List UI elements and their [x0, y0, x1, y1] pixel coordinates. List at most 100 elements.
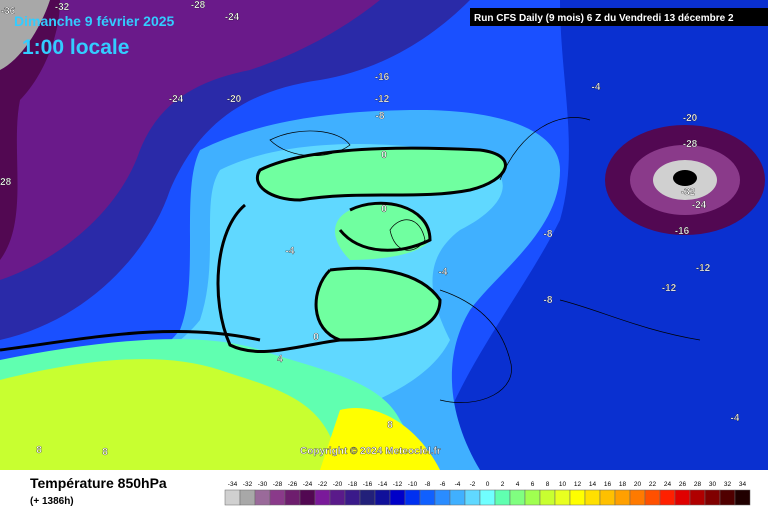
- contour-label: -8: [544, 295, 553, 306]
- color-scale: -34 -32 -30 -28 -26 -24 -22 -20 -18 -16 -14 -12 -10-…: [224, 481, 751, 506]
- warm-region: [0, 359, 340, 470]
- scale-label: 8: [546, 481, 550, 488]
- scale-swatch: [449, 489, 466, 506]
- contour-label: -20: [683, 113, 698, 124]
- scale-label: 12: [574, 481, 582, 488]
- scale-swatch: [374, 489, 391, 506]
- scale-label: 34: [739, 481, 747, 488]
- scale-label: 2: [501, 481, 505, 488]
- scale-swatch: [224, 489, 241, 506]
- scale-label: 0: [486, 481, 490, 488]
- scale-label: -28: [273, 481, 283, 488]
- contour-label: 4: [277, 354, 283, 365]
- contour-label: -16: [675, 226, 690, 237]
- forecast-time: 1:00 locale: [22, 36, 129, 59]
- scale-label: -2: [470, 481, 476, 488]
- contour-label: -16: [375, 72, 390, 83]
- contour-label: -4: [439, 267, 448, 278]
- contour-label: -4: [592, 82, 601, 93]
- legend-title: Température 850hPa: [30, 475, 167, 491]
- scale-swatch: [359, 489, 376, 506]
- contour-label: -12: [696, 263, 711, 274]
- copyright: Copyright © 2024 Meteociel.fr: [300, 446, 441, 457]
- hot-region: [320, 408, 440, 470]
- scale-swatch: [254, 489, 271, 506]
- low-core: [673, 170, 697, 186]
- scale-swatch: [569, 489, 586, 506]
- scale-swatch: [614, 489, 631, 506]
- scale-swatch: [599, 489, 616, 506]
- east-cold: [430, 0, 768, 470]
- scale-swatch: [299, 489, 316, 506]
- contour-label: -28: [0, 177, 12, 188]
- contour-label: -20: [227, 94, 242, 105]
- scale-label: 18: [619, 481, 627, 488]
- scale-swatch: [464, 489, 481, 506]
- scale-swatch: [539, 489, 556, 506]
- scale-label: -34: [228, 481, 238, 488]
- scale-swatch: [704, 489, 721, 506]
- contour-label: -32: [55, 2, 70, 13]
- contours: [0, 146, 507, 353]
- scale-label: -20: [333, 481, 343, 488]
- contour-label: -12: [375, 94, 390, 105]
- scale-swatch: [719, 489, 736, 506]
- scale-label: -6: [440, 481, 446, 488]
- scale-label: 32: [724, 481, 732, 488]
- contour-label: 8: [102, 447, 108, 458]
- contour-label: -8: [376, 111, 385, 122]
- run-info: Run CFS Daily (9 mois) 6 Z du Vendredi 1…: [474, 13, 734, 24]
- scale-swatch: [509, 489, 526, 506]
- contour-label: -32: [681, 187, 696, 198]
- scale-swatch: [284, 489, 301, 506]
- scale-swatch: [734, 489, 751, 506]
- scale-label: 16: [604, 481, 612, 488]
- scale-label: 4: [516, 481, 520, 488]
- scale-swatch: [434, 489, 451, 506]
- cold-region: [0, 0, 380, 280]
- scale-swatch: [524, 489, 541, 506]
- contour-label: -24: [692, 200, 707, 211]
- scale-label: 28: [694, 481, 702, 488]
- scale-swatch: [239, 489, 256, 506]
- scale-swatch: [419, 489, 436, 506]
- contour-label: 0: [381, 204, 387, 215]
- scale-swatch: [389, 489, 406, 506]
- contour-label: -12: [662, 283, 677, 294]
- scale-swatch: [644, 489, 661, 506]
- contour-label: -4: [731, 413, 740, 424]
- forecast-date: Dimanche 9 février 2025: [14, 13, 175, 29]
- contour-label: 0: [313, 332, 319, 343]
- scale-label: -4: [455, 481, 461, 488]
- scale-label: -32: [243, 481, 253, 488]
- scale-swatch: [314, 489, 331, 506]
- scale-swatch: [269, 489, 286, 506]
- scale-label: 24: [664, 481, 672, 488]
- scale-label: -26: [288, 481, 298, 488]
- contour-label: 8: [387, 420, 393, 431]
- contour-label: 0: [381, 150, 387, 161]
- contour-label: -24: [169, 94, 184, 105]
- scale-swatch: [329, 489, 346, 506]
- scale-swatch: [479, 489, 496, 506]
- coastlines: [269, 117, 701, 403]
- scale-label: -22: [318, 481, 328, 488]
- contour-label: 8: [36, 445, 42, 456]
- run-banner: [470, 8, 768, 26]
- map: -36 -32 -28 -24 -24 -20 -16 -12 -8 -4 -20 -28 -32 -24…: [0, 0, 768, 470]
- scale-label: 14: [589, 481, 597, 488]
- scale-swatch: [674, 489, 691, 506]
- scale-swatch: [584, 489, 601, 506]
- scale-swatch: [404, 489, 421, 506]
- contour-label: -24: [225, 12, 240, 23]
- contour-label: -36: [1, 6, 16, 17]
- scale-label: 22: [649, 481, 657, 488]
- scale-swatch: [554, 489, 571, 506]
- scale-label: -16: [363, 481, 373, 488]
- scale-label: -8: [425, 481, 431, 488]
- scale-label: 26: [679, 481, 687, 488]
- contour-label: -8: [544, 229, 553, 240]
- scale-label: 6: [531, 481, 535, 488]
- scale-label: -10: [408, 481, 418, 488]
- contour-label: -28: [683, 139, 698, 150]
